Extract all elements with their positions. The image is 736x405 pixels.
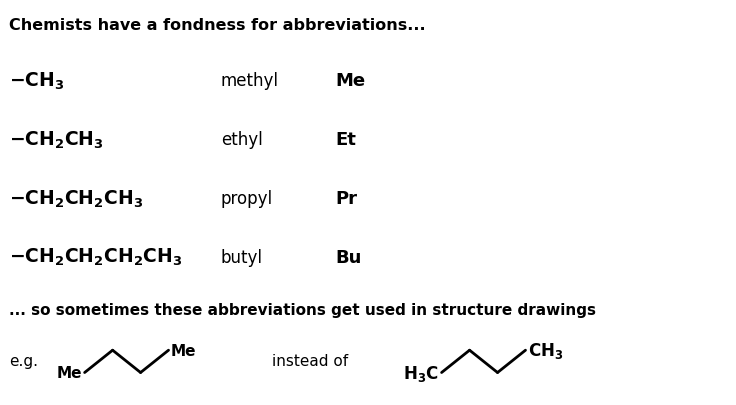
Text: instead of: instead of bbox=[272, 353, 348, 368]
Text: $\mathbf{H_3C}$: $\mathbf{H_3C}$ bbox=[403, 362, 439, 383]
Text: butyl: butyl bbox=[221, 248, 263, 266]
Text: $\mathbf{CH_3}$: $\mathbf{CH_3}$ bbox=[528, 340, 563, 360]
Text: $\mathbf{-CH_2CH_2CH_3}$: $\mathbf{-CH_2CH_2CH_3}$ bbox=[9, 188, 143, 209]
Text: Bu: Bu bbox=[335, 248, 361, 266]
Text: Me: Me bbox=[171, 343, 197, 358]
Text: $\mathbf{-CH_2CH_2CH_2CH_3}$: $\mathbf{-CH_2CH_2CH_2CH_3}$ bbox=[9, 247, 183, 268]
Text: methyl: methyl bbox=[221, 72, 279, 90]
Text: Me: Me bbox=[57, 365, 82, 380]
Text: $\mathbf{-CH_3}$: $\mathbf{-CH_3}$ bbox=[9, 70, 64, 92]
Text: Chemists have a fondness for abbreviations...: Chemists have a fondness for abbreviatio… bbox=[9, 18, 425, 33]
Text: Me: Me bbox=[335, 72, 365, 90]
Text: Pr: Pr bbox=[335, 190, 357, 207]
Text: ... so sometimes these abbreviations get used in structure drawings: ... so sometimes these abbreviations get… bbox=[9, 303, 596, 317]
Text: $\mathbf{-CH_2CH_3}$: $\mathbf{-CH_2CH_3}$ bbox=[9, 129, 104, 150]
Text: ethyl: ethyl bbox=[221, 131, 263, 149]
Text: propyl: propyl bbox=[221, 190, 273, 207]
Text: Et: Et bbox=[335, 131, 355, 149]
Text: e.g.: e.g. bbox=[9, 353, 38, 368]
